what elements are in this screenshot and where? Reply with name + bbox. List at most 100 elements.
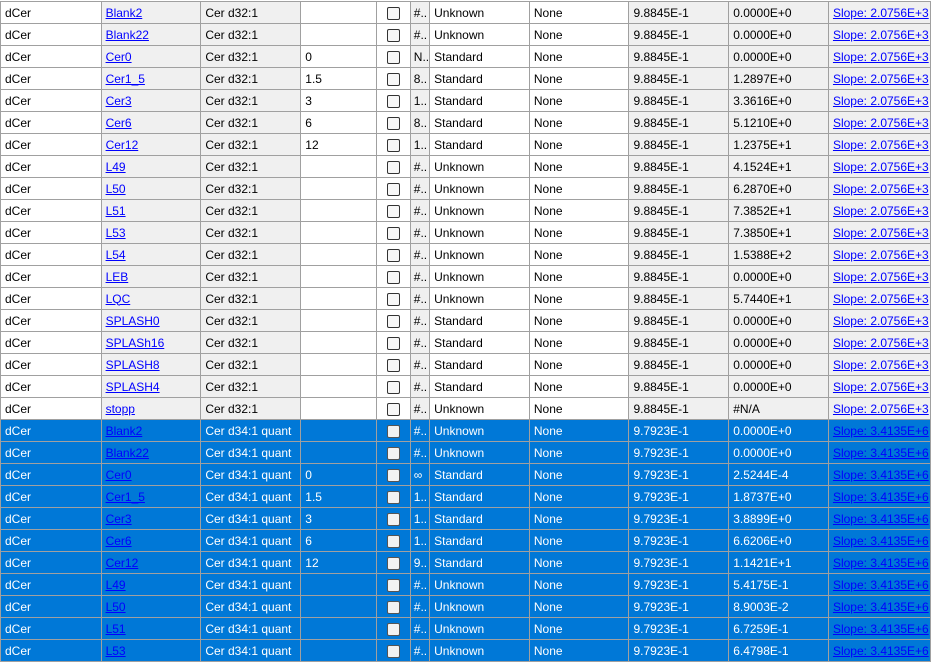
table-row[interactable]: dCer L50 Cer d32:1 #.. Unknown None 9.8845E-1 6… xyxy=(0,177,931,200)
exclude-checkbox-cell[interactable] xyxy=(375,45,411,68)
name-link-cell[interactable]: Cer12 xyxy=(100,551,202,574)
name-link-cell[interactable]: Blank2 xyxy=(100,1,202,24)
exclude-checkbox[interactable] xyxy=(386,72,400,86)
exclude-checkbox[interactable] xyxy=(386,578,400,592)
slope-link-cell[interactable]: Slope: 3.4135E+6 xyxy=(827,529,931,552)
exclude-checkbox-cell[interactable] xyxy=(375,199,411,222)
name-link-cell[interactable]: Cer0 xyxy=(100,463,202,486)
name-link-cell[interactable]: SPLASH0 xyxy=(100,309,202,332)
table-row[interactable]: dCer Cer0 Cer d34:1 quant 0 ∞ Standard None 9.7… xyxy=(0,463,931,486)
table-row[interactable]: dCer L49 Cer d32:1 #.. Unknown None 9.8845E-1 4… xyxy=(0,155,931,178)
sample-link[interactable]: L49 xyxy=(105,159,126,174)
slope-link-cell[interactable]: Slope: 2.0756E+3 xyxy=(827,375,931,398)
slope-link-cell[interactable]: Slope: 3.4135E+6 xyxy=(827,441,931,464)
slope-link[interactable]: Slope: 2.0756E+3 xyxy=(832,27,929,42)
table-row[interactable]: dCer Blank22 Cer d34:1 quant #.. Unknown None… xyxy=(0,441,931,464)
table-row[interactable]: dCer SPLASH0 Cer d32:1 #.. Standard None 9.884… xyxy=(0,309,931,332)
exclude-checkbox[interactable] xyxy=(386,314,400,328)
slope-link-cell[interactable]: Slope: 2.0756E+3 xyxy=(827,287,931,310)
slope-link[interactable]: Slope: 2.0756E+3 xyxy=(832,49,929,64)
slope-link-cell[interactable]: Slope: 2.0756E+3 xyxy=(827,89,931,112)
slope-link[interactable]: Slope: 3.4135E+6 xyxy=(832,599,929,614)
exclude-checkbox[interactable] xyxy=(386,446,400,460)
exclude-checkbox[interactable] xyxy=(386,512,400,526)
table-row[interactable]: dCer SPLASH8 Cer d32:1 #.. Standard None 9.884… xyxy=(0,353,931,376)
exclude-checkbox-cell[interactable] xyxy=(375,23,411,46)
name-link-cell[interactable]: Cer3 xyxy=(100,507,202,530)
slope-link-cell[interactable]: Slope: 3.4135E+6 xyxy=(827,485,931,508)
slope-link-cell[interactable]: Slope: 2.0756E+3 xyxy=(827,45,931,68)
slope-link-cell[interactable]: Slope: 2.0756E+3 xyxy=(827,1,931,24)
exclude-checkbox-cell[interactable] xyxy=(375,397,411,420)
table-row[interactable]: dCer Blank22 Cer d32:1 #.. Unknown None 9.8845… xyxy=(0,23,931,46)
slope-link[interactable]: Slope: 3.4135E+6 xyxy=(832,445,929,460)
exclude-checkbox[interactable] xyxy=(386,6,400,20)
exclude-checkbox[interactable] xyxy=(386,490,400,504)
slope-link-cell[interactable]: Slope: 2.0756E+3 xyxy=(827,221,931,244)
name-link-cell[interactable]: L53 xyxy=(100,639,202,662)
sample-link[interactable]: L50 xyxy=(105,599,126,614)
slope-link-cell[interactable]: Slope: 2.0756E+3 xyxy=(827,331,931,354)
slope-link[interactable]: Slope: 2.0756E+3 xyxy=(832,247,929,262)
slope-link[interactable]: Slope: 2.0756E+3 xyxy=(832,291,929,306)
sample-link[interactable]: L51 xyxy=(105,621,126,636)
table-row[interactable]: dCer L54 Cer d32:1 #.. Unknown None 9.8845E-1 1… xyxy=(0,243,931,266)
name-link-cell[interactable]: Cer1_5 xyxy=(100,485,202,508)
slope-link-cell[interactable]: Slope: 2.0756E+3 xyxy=(827,67,931,90)
slope-link[interactable]: Slope: 3.4135E+6 xyxy=(832,423,929,438)
name-link-cell[interactable]: L51 xyxy=(100,617,202,640)
exclude-checkbox-cell[interactable] xyxy=(375,111,411,134)
exclude-checkbox-cell[interactable] xyxy=(375,133,411,156)
name-link-cell[interactable]: SPLASh16 xyxy=(100,331,202,354)
table-row[interactable]: dCer Cer1_5 Cer d34:1 quant 1.5 1.. Standard N… xyxy=(0,485,931,508)
sample-link[interactable]: Blank2 xyxy=(105,5,143,20)
name-link-cell[interactable]: L54 xyxy=(100,243,202,266)
name-link-cell[interactable]: Cer12 xyxy=(100,133,202,156)
slope-link[interactable]: Slope: 2.0756E+3 xyxy=(832,159,929,174)
name-link-cell[interactable]: L50 xyxy=(100,177,202,200)
exclude-checkbox-cell[interactable] xyxy=(375,331,411,354)
sample-link[interactable]: Cer12 xyxy=(105,555,139,570)
sample-link[interactable]: Cer0 xyxy=(105,467,132,482)
table-row[interactable]: dCer L51 Cer d32:1 #.. Unknown None 9.8845E-1 7… xyxy=(0,199,931,222)
table-row[interactable]: dCer Cer6 Cer d32:1 6 8.. Standard None 9.8845E… xyxy=(0,111,931,134)
slope-link-cell[interactable]: Slope: 2.0756E+3 xyxy=(827,111,931,134)
name-link-cell[interactable]: Cer0 xyxy=(100,45,202,68)
exclude-checkbox-cell[interactable] xyxy=(375,265,411,288)
slope-link[interactable]: Slope: 2.0756E+3 xyxy=(832,181,929,196)
exclude-checkbox[interactable] xyxy=(386,402,400,416)
table-row[interactable]: dCer Cer3 Cer d32:1 3 1.. Standard None 9.8845E… xyxy=(0,89,931,112)
slope-link-cell[interactable]: Slope: 3.4135E+6 xyxy=(827,573,931,596)
slope-link-cell[interactable]: Slope: 3.4135E+6 xyxy=(827,419,931,442)
exclude-checkbox-cell[interactable] xyxy=(375,507,411,530)
exclude-checkbox[interactable] xyxy=(386,160,400,174)
name-link-cell[interactable]: Cer6 xyxy=(100,529,202,552)
exclude-checkbox[interactable] xyxy=(386,534,400,548)
slope-link[interactable]: Slope: 3.4135E+6 xyxy=(832,489,929,504)
table-row[interactable]: dCer Cer0 Cer d32:1 0 N.. Standard None 9.8845E… xyxy=(0,45,931,68)
slope-link[interactable]: Slope: 2.0756E+3 xyxy=(832,313,929,328)
name-link-cell[interactable]: Blank22 xyxy=(100,23,202,46)
sample-link[interactable]: L50 xyxy=(105,181,126,196)
sample-link[interactable]: LEB xyxy=(105,269,129,284)
slope-link[interactable]: Slope: 3.4135E+6 xyxy=(832,643,929,658)
exclude-checkbox-cell[interactable] xyxy=(375,529,411,552)
slope-link[interactable]: Slope: 2.0756E+3 xyxy=(832,401,929,416)
slope-link-cell[interactable]: Slope: 3.4135E+6 xyxy=(827,639,931,662)
exclude-checkbox-cell[interactable] xyxy=(375,89,411,112)
name-link-cell[interactable]: L49 xyxy=(100,573,202,596)
slope-link[interactable]: Slope: 3.4135E+6 xyxy=(832,467,929,482)
slope-link[interactable]: Slope: 2.0756E+3 xyxy=(832,203,929,218)
exclude-checkbox[interactable] xyxy=(386,556,400,570)
exclude-checkbox-cell[interactable] xyxy=(375,221,411,244)
table-row[interactable]: dCer Cer12 Cer d34:1 quant 12 9.. Standard Non… xyxy=(0,551,931,574)
table-row[interactable]: dCer SPLASh16 Cer d32:1 #.. Standard None 9.88… xyxy=(0,331,931,354)
name-link-cell[interactable]: L51 xyxy=(100,199,202,222)
slope-link[interactable]: Slope: 3.4135E+6 xyxy=(832,555,929,570)
exclude-checkbox[interactable] xyxy=(386,468,400,482)
exclude-checkbox[interactable] xyxy=(386,182,400,196)
slope-link[interactable]: Slope: 2.0756E+3 xyxy=(832,269,929,284)
exclude-checkbox[interactable] xyxy=(386,424,400,438)
table-row[interactable]: dCer Cer12 Cer d32:1 12 1.. Standard None 9.884… xyxy=(0,133,931,156)
name-link-cell[interactable]: LEB xyxy=(100,265,202,288)
